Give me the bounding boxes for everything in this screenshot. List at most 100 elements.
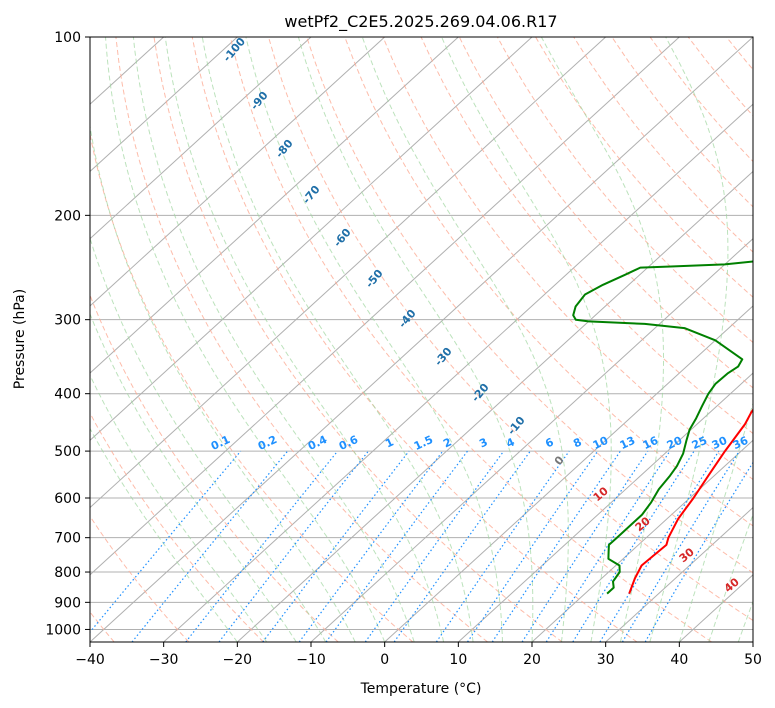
dry-adiabat-line [90, 131, 414, 642]
dewpoint-line [572, 260, 753, 595]
dry-adiabat-label: -90 [248, 89, 271, 113]
mixing-ratio-line [435, 450, 570, 642]
mixing-ratio-label: 16 [641, 434, 661, 452]
dry-adiabat-line [191, 37, 638, 642]
mixing-ratio-label: 1.5 [412, 433, 435, 453]
mixing-ratio-line [364, 450, 505, 642]
mixing-ratio-label: 6 [543, 435, 556, 450]
moist-adiabat-line [90, 123, 356, 642]
mixing-ratio-line [491, 450, 621, 642]
mixing-ratio-line [393, 450, 531, 642]
isotherm-line [531, 439, 753, 642]
moist-adiabat-line [708, 513, 753, 642]
mixing-ratio-label: 36 [731, 434, 751, 452]
moist-adiabat-line [90, 312, 297, 642]
isotherm-line [90, 37, 459, 374]
plot-frame [89, 36, 754, 643]
x-tick-label: 10 [449, 652, 467, 668]
moist-adiabat-line [90, 236, 327, 642]
dry-adiabat-line [765, 37, 775, 642]
y-axis-label: Pressure (hPa) [12, 289, 28, 389]
dry-adiabat-line [115, 37, 488, 642]
dry-adiabat-line [496, 37, 753, 344]
dry-adiabat-line [382, 37, 753, 481]
x-tick-label: −10 [296, 652, 326, 668]
y-tick-label: 300 [54, 313, 81, 329]
mixing-ratio-label: 10 [591, 434, 611, 452]
mixing-ratio-line [298, 450, 444, 642]
mixing-ratio-label: 0.6 [337, 433, 360, 453]
mixing-ratio-line [90, 450, 242, 633]
moist-adiabat-line [737, 600, 753, 642]
isotherm-line [457, 372, 753, 642]
mixing-ratio-line [621, 450, 740, 642]
moist-adiabat-line [297, 37, 534, 642]
mixing-ratio-line [545, 450, 671, 642]
x-tick-label: 30 [597, 652, 615, 668]
mixing-ratio-line [131, 450, 289, 642]
mixing-ratio-label: 0.2 [256, 433, 279, 453]
dry-adiabat-line [344, 37, 753, 527]
moist-adiabat-line [105, 37, 386, 642]
isotherm-line [90, 37, 312, 240]
moist-adiabat-line [649, 37, 729, 642]
moist-adiabat-line [90, 374, 268, 642]
axis-ticks: −40 −30 −20 −10 0 10 20 30 40 5010020030040050060… [45, 30, 762, 668]
y-tick-label: 600 [54, 491, 81, 507]
dry-adiabat-line [229, 37, 712, 642]
isotherm-line [163, 103, 753, 642]
y-tick-label: 500 [54, 444, 81, 460]
isotherm-line [90, 37, 533, 442]
temperature-line [628, 408, 753, 594]
moist-adiabat-label: 30 [677, 545, 697, 565]
chart-title: wetPf2_C2E5.2025.269.04.06.R17 [284, 12, 557, 32]
dry-adiabat-line [611, 37, 753, 208]
mixing-ratio-label: 1 [383, 435, 395, 450]
dry-adiabat-label: -70 [300, 183, 323, 207]
x-tick-label: −20 [223, 652, 253, 668]
x-tick-label: −40 [75, 652, 105, 668]
isotherm-line [90, 37, 680, 576]
isotherm-line [90, 37, 238, 173]
moist-adiabat-line [361, 37, 569, 642]
dry-adiabat-label: -20 [469, 381, 492, 405]
mixing-ratio-label: 8 [571, 435, 583, 450]
dry-adiabat-line [306, 37, 753, 574]
x-tick-label: 40 [670, 652, 688, 668]
dry-adiabat-label: -30 [432, 345, 455, 369]
dry-adiabat-line [726, 37, 753, 71]
moist-adiabat-line [164, 37, 445, 642]
series-layer [572, 260, 753, 595]
isotherm-line [236, 170, 753, 642]
moist-adiabat-line [540, 37, 664, 642]
x-tick-label: −30 [149, 652, 179, 668]
mixing-ratio-line [521, 450, 649, 642]
dry-adiabat-label: -40 [396, 307, 419, 331]
dry-adiabat-label: -50 [363, 267, 386, 291]
isotherm-line [605, 506, 753, 642]
mixing-ratio-label: 13 [618, 434, 637, 452]
mixing-ratio-line [325, 450, 468, 642]
dry-adiabat-line [90, 412, 264, 642]
dry-adiabat-line [153, 37, 563, 642]
moist-adiabat-line [90, 427, 238, 642]
x-tick-label: 50 [744, 652, 762, 668]
mixing-ratio-label: 30 [710, 434, 730, 452]
moist-adiabat-label: 20 [633, 514, 653, 534]
dry-adiabat-label: -80 [273, 137, 296, 161]
mixing-ratio-line [572, 450, 695, 642]
moist-adiabat-label: 10 [591, 484, 611, 504]
mixing-ratio-label: 2 [441, 435, 453, 450]
x-axis-label: Temperature (°C) [360, 681, 482, 697]
x-tick-label: 0 [380, 652, 389, 668]
y-tick-label: 800 [54, 565, 81, 581]
dry-adiabat-label: -10 [505, 414, 528, 438]
mixing-ratio-line [262, 450, 410, 642]
mixing-ratio-label: 0.1 [209, 433, 232, 453]
y-tick-label: 700 [54, 531, 81, 547]
moist-adiabat-line [441, 37, 612, 642]
mixing-ratio-label: 4 [504, 435, 517, 450]
dry-adiabat-line [268, 37, 753, 622]
isotherm-line [384, 305, 753, 642]
